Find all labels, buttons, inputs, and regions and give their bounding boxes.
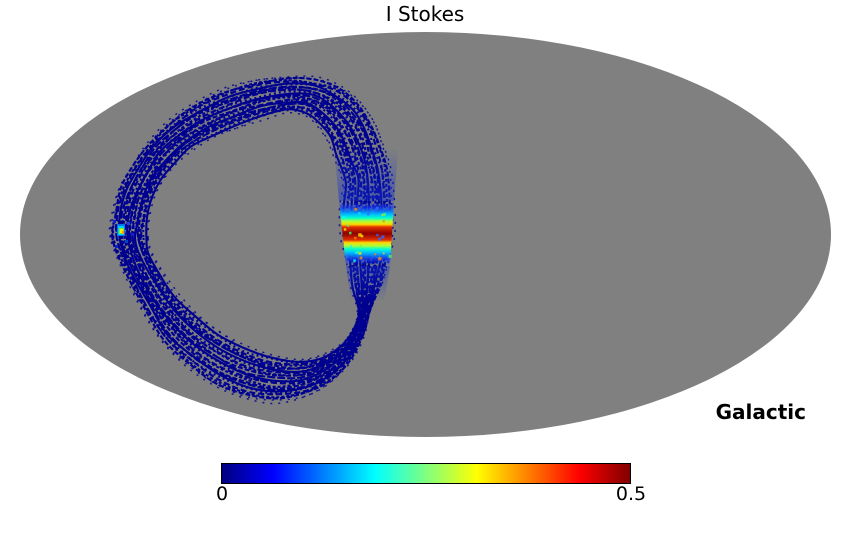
scan-pattern: [108, 75, 398, 405]
hotspot-pixel: [131, 233, 134, 236]
hotspot-pixel: [127, 222, 130, 225]
hotspot-pixel: [115, 245, 118, 248]
colorbar-max-label: 0.5: [615, 483, 647, 505]
hotspot-pixel: [120, 229, 123, 233]
colorbar-min-label: 0: [215, 483, 229, 505]
hotspot-pixel: [125, 240, 128, 243]
galactic-plane-crossing: [339, 201, 394, 266]
plot-title: I Stokes: [385, 2, 465, 26]
hotspot-pixel: [134, 226, 136, 228]
colorbar: [221, 463, 631, 484]
hotspot-pixel: [122, 231, 124, 234]
hotspot-pixel: [113, 220, 116, 223]
sky-map-mollweide: [20, 32, 831, 437]
coordinate-system-label: Galactic: [715, 400, 806, 424]
